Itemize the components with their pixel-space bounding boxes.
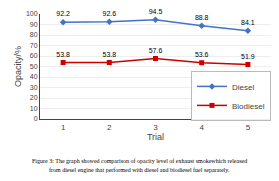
svg-text:92.2: 92.2: [56, 10, 70, 17]
svg-text:53.8: 53.8: [56, 51, 70, 58]
svg-text:53.8: 53.8: [102, 51, 116, 58]
svg-text:51.9: 51.9: [241, 53, 255, 60]
svg-text:from diesel engine that perfor: from diesel engine that performed with d…: [49, 167, 230, 173]
svg-text:90: 90: [30, 21, 38, 28]
svg-text:40: 40: [30, 73, 38, 80]
svg-text:30: 30: [30, 84, 38, 91]
svg-text:88.8: 88.8: [195, 14, 209, 21]
svg-text:Biodiesel: Biodiesel: [232, 102, 265, 111]
svg-text:20: 20: [30, 94, 38, 101]
svg-text:1: 1: [61, 123, 66, 132]
svg-text:3: 3: [153, 123, 158, 132]
svg-text:2: 2: [107, 123, 112, 132]
svg-text:50: 50: [30, 63, 38, 70]
svg-text:57.6: 57.6: [149, 47, 163, 54]
svg-text:80: 80: [30, 31, 38, 38]
svg-text:Diesel: Diesel: [232, 83, 254, 92]
svg-text:84.1: 84.1: [241, 19, 255, 26]
svg-text:Trial: Trial: [147, 132, 164, 142]
svg-text:60: 60: [30, 52, 38, 59]
svg-text:Opacity/%: Opacity/%: [13, 46, 23, 87]
svg-text:92.6: 92.6: [102, 10, 116, 17]
svg-text:53.6: 53.6: [195, 51, 209, 58]
svg-text:94.5: 94.5: [149, 8, 163, 15]
svg-text:5: 5: [246, 123, 251, 132]
svg-text:Figure 3: The graph showed com: Figure 3: The graph showed comparison of…: [32, 158, 247, 164]
svg-text:70: 70: [30, 42, 38, 49]
svg-text:10: 10: [30, 105, 38, 112]
svg-text:4: 4: [199, 123, 204, 132]
svg-text:0: 0: [34, 115, 38, 122]
svg-text:100: 100: [26, 10, 38, 17]
